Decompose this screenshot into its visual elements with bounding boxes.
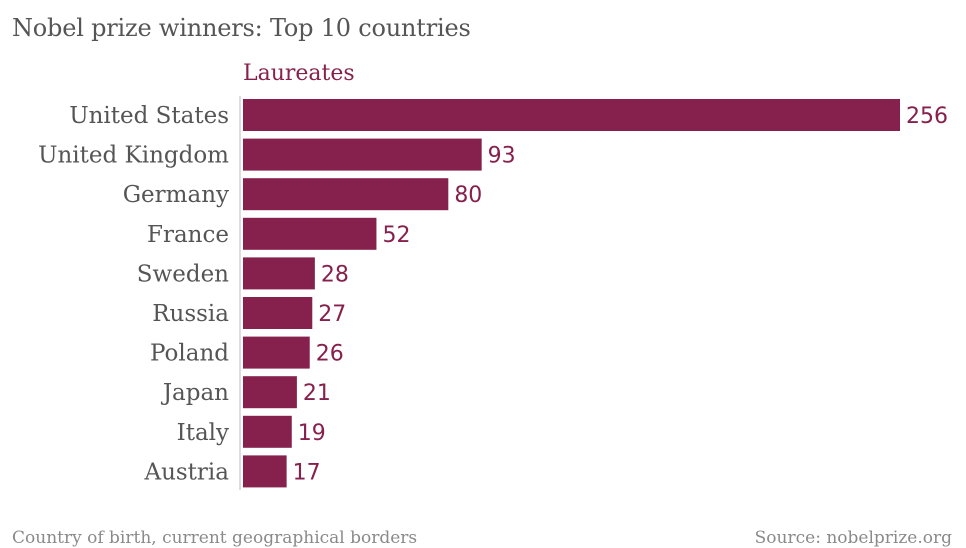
category-label: Italy [177, 420, 229, 446]
footer-source: Source: nobelprize.org [754, 528, 952, 548]
category-label: Russia [152, 301, 229, 327]
value-label: 52 [382, 223, 410, 248]
value-label: 93 [488, 144, 516, 169]
value-label: 21 [303, 381, 331, 406]
value-label: 19 [298, 421, 326, 446]
category-label: Japan [161, 380, 229, 406]
bar [243, 297, 313, 329]
chart-title: Nobel prize winners: Top 10 countries [12, 14, 471, 42]
bar [243, 455, 287, 488]
bar [243, 376, 297, 409]
value-label: 256 [906, 104, 948, 129]
value-label: 17 [293, 460, 321, 485]
bar [243, 178, 449, 211]
category-label: Austria [143, 459, 229, 485]
bars-group: United States 256 United Kingdom 93 Germany 8… [38, 99, 948, 488]
category-label: France [147, 222, 229, 248]
value-label: 28 [321, 262, 349, 287]
bar [243, 257, 315, 290]
category-label: United States [69, 103, 229, 129]
bar [243, 415, 292, 448]
category-label: Poland [150, 341, 229, 367]
value-label: 80 [454, 183, 482, 208]
bar [243, 138, 482, 171]
category-label: United Kingdom [38, 143, 229, 169]
value-label: 26 [316, 342, 344, 367]
value-label: 27 [318, 302, 346, 327]
category-label: Germany [123, 182, 229, 208]
footer-note: Country of birth, current geographical b… [12, 528, 418, 548]
category-label: Sweden [137, 261, 229, 287]
bar [243, 217, 377, 250]
bar [243, 336, 310, 369]
bar [243, 99, 900, 131]
series-label: Laureates [243, 61, 355, 86]
